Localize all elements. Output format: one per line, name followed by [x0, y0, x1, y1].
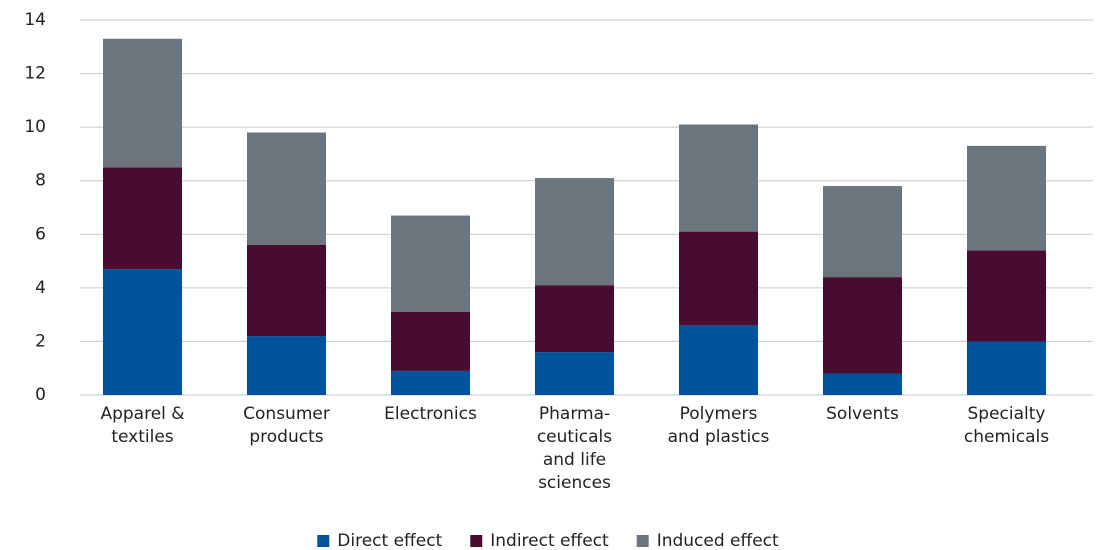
legend-label: Induced effect [657, 531, 779, 550]
legend-swatch [317, 535, 330, 547]
bar-segment [823, 373, 902, 395]
bar-segment [103, 38, 182, 168]
x-tick-label: sciences [538, 473, 611, 493]
bar-segment [103, 269, 182, 395]
bar-segment [967, 145, 1046, 251]
x-tick-label: Consumer [243, 404, 330, 424]
bar-segment [823, 277, 902, 374]
y-tick-label: 6 [35, 224, 46, 244]
x-tick-label: products [249, 427, 323, 447]
bar-segment [967, 250, 1046, 342]
bar-segment [967, 341, 1046, 395]
legend-label: Indirect effect [490, 531, 609, 550]
x-tick-label: Specialty [968, 404, 1046, 424]
x-tick-label: Pharma- [539, 404, 610, 424]
x-tick-label: Solvents [826, 404, 899, 424]
y-tick-label: 4 [35, 278, 46, 298]
y-tick-label: 0 [35, 385, 46, 405]
x-tick-label: chemicals [964, 427, 1049, 447]
bar-segment [823, 186, 902, 278]
y-tick-label: 2 [35, 331, 46, 351]
bar-segment [247, 245, 326, 337]
bar-segment [535, 285, 614, 353]
x-tick-label: Apparel & [100, 404, 184, 424]
bar-segment [247, 336, 326, 395]
y-tick-label: 8 [35, 171, 46, 191]
bar-segment [679, 231, 758, 326]
bar-segment [535, 352, 614, 395]
y-tick-label: 14 [24, 10, 46, 30]
y-tick-label: 10 [24, 117, 46, 137]
bar-segment [391, 370, 470, 395]
bar-segment [679, 124, 758, 232]
bar-segment [535, 178, 614, 286]
y-tick-label: 12 [24, 64, 46, 84]
x-tick-label: Polymers [680, 404, 758, 424]
legend-swatch [470, 535, 483, 547]
bar-segment [391, 215, 470, 312]
x-tick-label: textiles [111, 427, 173, 447]
bar-segment [247, 132, 326, 245]
bar-segment [679, 325, 758, 395]
legend-swatch [636, 535, 649, 547]
legend-label: Direct effect [337, 531, 442, 550]
bar-segment [103, 167, 182, 270]
x-tick-label: Electronics [384, 404, 477, 424]
x-tick-label: and plastics [668, 427, 770, 447]
x-tick-label: and life [543, 450, 606, 470]
bar-segment [391, 311, 470, 371]
x-tick-label: ceuticals [537, 427, 612, 447]
